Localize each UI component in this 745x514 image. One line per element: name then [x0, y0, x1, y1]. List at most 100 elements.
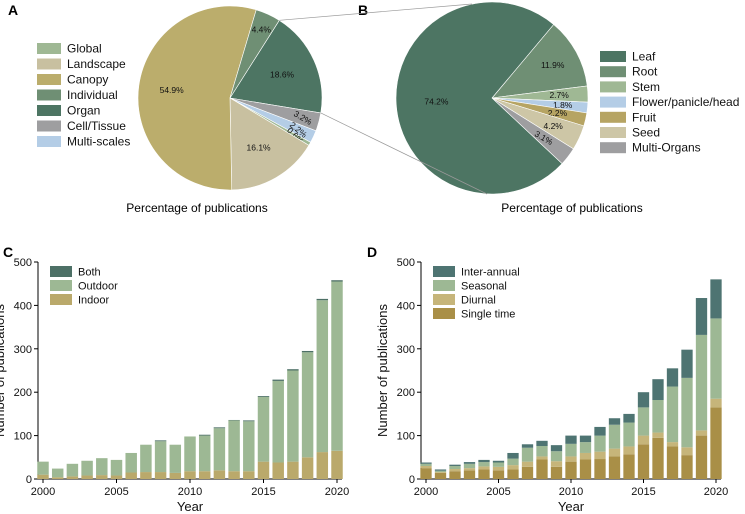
chart-c-bar-outdoor-2007: [140, 444, 152, 473]
chart-d-bar-single-time-2014: [623, 454, 635, 479]
chart-d-ytick-label-0: 0: [409, 474, 415, 486]
pie-a-title: Percentage of publications: [126, 201, 267, 215]
chart-d-bar-seasonal-2009: [550, 451, 563, 462]
chart-d-bar-diurnal-2019: [695, 430, 708, 436]
legend-a-label-individual: Individual: [67, 88, 118, 102]
chart-c-bar-outdoor-2013: [228, 420, 240, 472]
legend-a-swatch-individual: [37, 89, 61, 101]
legend-b-swatch-seed: [600, 127, 626, 138]
pie-label-organ: 18.6%: [270, 70, 295, 80]
chart-c-bar-indoor-2009: [169, 472, 182, 479]
chart-c-ytick-label-200: 200: [14, 387, 32, 399]
pie-slice-leaf: [395, 1, 563, 195]
chart-d-ytick-label-300: 300: [397, 344, 415, 356]
chart-d-bar-diurnal-2007: [521, 461, 534, 467]
legend-a-swatch-global: [37, 43, 61, 54]
chart-c-bar-outdoor-2012: [213, 428, 226, 471]
chart-d-bar-seasonal-2008: [536, 446, 548, 457]
chart-d-bar-inter-annual-2002: [449, 464, 461, 466]
chart-d-bar-seasonal-2017: [666, 386, 679, 443]
chart-d-bar-inter-annual-2006: [507, 452, 519, 459]
legend-a-swatch-cell-tissue: [37, 120, 61, 132]
chart-c-bar-both-2020: [331, 280, 343, 282]
chart-d-bar-diurnal-2005: [492, 466, 505, 471]
chart-c-xtick-label-2010: 2010: [178, 486, 202, 498]
chart-d-bar-single-time-2000: [420, 468, 432, 479]
chart-c-bar-indoor-2018: [301, 457, 314, 479]
chart-d-bar-inter-annual-2000: [420, 462, 432, 464]
chart-c-bar-indoor-2010: [184, 471, 196, 479]
chart-d-bar-single-time-2013: [608, 456, 621, 479]
chart-d-bar-seasonal-2013: [608, 424, 621, 449]
chart-d-bar-diurnal-2006: [507, 465, 519, 470]
chart-c-legend-swatch-outdoor: [50, 280, 72, 291]
chart-c-ylabel: Number of publications: [0, 304, 7, 437]
chart-c-bar-both-2016: [272, 379, 284, 381]
chart-d-bar-inter-annual-2017: [666, 368, 679, 387]
chart-d-ytick-label-200: 200: [397, 387, 415, 399]
chart-d-bar-single-time-2005: [492, 470, 505, 479]
chart-d-legend-swatch-single-time: [433, 308, 455, 319]
legend-b-swatch-leaf: [600, 51, 626, 62]
chart-d-legend-swatch-inter-annual: [433, 266, 455, 277]
legend-b-label-fruit: Fruit: [632, 110, 657, 124]
chart-c-legend-label-outdoor: Outdoor: [78, 281, 118, 293]
pie-label-flower-panicle-head: 1.8%: [553, 100, 573, 110]
chart-d-bar-single-time-2002: [449, 471, 461, 479]
chart-d-bar-seasonal-2010: [565, 443, 577, 457]
chart-c-bar-outdoor-2005: [110, 459, 123, 476]
chart-c-bar-outdoor-2006: [125, 452, 137, 473]
chart-d-bar-single-time-2020: [710, 407, 722, 479]
chart-c-bar-both-2014: [243, 420, 255, 422]
chart-d-bar-inter-annual-2015: [637, 392, 650, 408]
chart-d-xtick-label-2005: 2005: [486, 486, 510, 498]
chart-d-bar-diurnal-2017: [666, 442, 679, 447]
chart-d-bar-diurnal-2016: [652, 432, 664, 438]
legend-a-label-landscape: Landscape: [67, 57, 126, 71]
legend-a-label-global: Global: [67, 42, 102, 56]
chart-d-bar-single-time-2012: [594, 459, 606, 479]
pie-slice-landscape: [229, 97, 310, 191]
chart-d-bar-inter-annual-2018: [681, 349, 693, 378]
chart-d-bar-diurnal-2009: [550, 461, 563, 467]
chart-d-bar-single-time-2003: [463, 470, 476, 479]
chart-c-ytick-label-300: 300: [14, 344, 32, 356]
chart-d-bar-single-time-2015: [637, 444, 650, 479]
pie-connector-lines: [279, 3, 488, 195]
chart-c-bar-indoor-2006: [125, 472, 137, 479]
legend-a-label-cell-tissue: Cell/Tissue: [67, 119, 126, 133]
chart-c-bar-outdoor-2010: [184, 436, 196, 472]
chart-c-bar-indoor-2004: [96, 475, 108, 479]
chart-d-bar-inter-annual-2014: [623, 413, 635, 423]
chart-c-ytick-label-0: 0: [26, 474, 32, 486]
chart-c-bar-outdoor-2000: [37, 461, 49, 475]
chart-c-legend-swatch-indoor: [50, 294, 72, 305]
chart-d-xtick-label-2000: 2000: [414, 486, 438, 498]
chart-c-xlabel: Year: [177, 499, 204, 514]
chart-d-bar-diurnal-2020: [710, 398, 722, 408]
chart-c-bar-both-2018: [301, 350, 314, 353]
legend-a-swatch-landscape: [37, 58, 61, 70]
legend-a-swatch-multi-scales: [37, 136, 61, 147]
chart-d-bar-single-time-2018: [681, 455, 693, 479]
chart-c-bar-indoor-2012: [213, 470, 226, 479]
chart-c-ytick-label-400: 400: [14, 300, 32, 312]
chart-d-xtick-label-2015: 2015: [631, 486, 655, 498]
chart-c-bar-outdoor-2018: [301, 352, 314, 458]
pie-label-canopy: 54.9%: [160, 85, 185, 95]
chart-d-bar-seasonal-2005: [492, 462, 505, 467]
chart-d-bar-seasonal-2016: [652, 400, 664, 433]
chart-c-bar-outdoor-2020: [331, 281, 343, 451]
chart-c-bar-both-2012: [213, 427, 226, 429]
connector-line-bottom: [320, 112, 488, 195]
chart-c-legend-label-both: Both: [78, 267, 101, 279]
legend-b-label-stem: Stem: [632, 80, 660, 94]
chart-d-bar-seasonal-2000: [420, 463, 432, 466]
chart-d-bar-seasonal-2012: [594, 435, 606, 452]
chart-d-xtick-label-2020: 2020: [704, 486, 728, 498]
chart-d-bar-inter-annual-2007: [521, 444, 534, 448]
chart-c-bar-both-2019: [316, 298, 329, 301]
chart-c-bar-indoor-2019: [316, 452, 329, 479]
chart-c-bar-outdoor-2004: [96, 458, 108, 476]
